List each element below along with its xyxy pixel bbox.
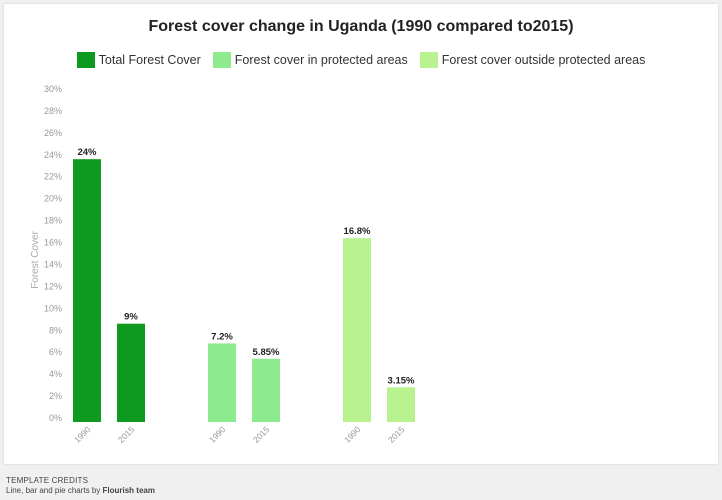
bar-1-2015[interactable] bbox=[117, 323, 145, 422]
y-tick-label: 24% bbox=[44, 150, 62, 160]
chart-title: Forest cover change in Uganda (1990 comp… bbox=[148, 18, 574, 35]
data-label: 3.15% bbox=[388, 375, 415, 386]
y-tick-label: 12% bbox=[44, 281, 62, 291]
bar-3-2015[interactable] bbox=[387, 387, 415, 422]
y-tick-label: 28% bbox=[44, 106, 62, 116]
bar-1-1990[interactable] bbox=[73, 159, 101, 423]
template-credits: TEMPLATE CREDITS Line, bar and pie chart… bbox=[6, 476, 155, 496]
y-tick-label: 18% bbox=[44, 216, 62, 226]
y-tick-label: 4% bbox=[49, 369, 62, 379]
x-tick-label: 2015 bbox=[251, 424, 272, 445]
legend-swatch bbox=[212, 52, 231, 68]
credits-line: Line, bar and pie charts by Flourish tea… bbox=[6, 486, 155, 496]
y-tick-label: 0% bbox=[49, 413, 62, 423]
credits-prefix: Line, bar and pie charts by bbox=[6, 486, 101, 495]
bar-2-1990[interactable] bbox=[208, 343, 236, 422]
bar-3-1990[interactable] bbox=[343, 238, 371, 422]
bar-2-2015[interactable] bbox=[252, 358, 280, 422]
y-tick-label: 16% bbox=[44, 238, 62, 248]
x-tick-label: 2015 bbox=[386, 424, 407, 445]
y-tick-label: 30% bbox=[44, 84, 62, 94]
credits-heading: TEMPLATE CREDITS bbox=[6, 476, 89, 485]
y-tick-label: 14% bbox=[44, 259, 62, 269]
y-tick-label: 8% bbox=[49, 325, 62, 335]
data-label: 7.2% bbox=[211, 331, 233, 342]
legend-item-3[interactable]: Forest cover outside protected areas bbox=[419, 52, 646, 68]
legend-label: Forest cover in protected areas bbox=[234, 53, 408, 67]
legend-label: Total Forest Cover bbox=[98, 53, 201, 67]
credits-author-link[interactable]: Flourish team bbox=[102, 486, 155, 495]
legend-label: Forest cover outside protected areas bbox=[441, 53, 646, 67]
y-tick-label: 6% bbox=[49, 347, 62, 357]
data-label: 5.85% bbox=[253, 347, 280, 358]
x-tick-label: 2015 bbox=[116, 424, 137, 445]
bar-chart: 0% 2% 4% 6% 8% 10% 12% 14% 16% 18% 20% 22% 24% 26% 28%… bbox=[30, 84, 415, 445]
y-tick-label: 26% bbox=[44, 128, 62, 138]
y-axis-label: Forest Cover bbox=[30, 230, 41, 288]
data-label: 16.8% bbox=[344, 226, 371, 237]
legend-swatch bbox=[76, 52, 95, 68]
legend-swatch bbox=[419, 52, 438, 68]
x-tick-label: 1990 bbox=[342, 424, 363, 445]
data-label: 24% bbox=[77, 147, 97, 158]
legend-item-2[interactable]: Forest cover in protected areas bbox=[212, 52, 408, 68]
legend-item-1[interactable]: Total Forest Cover bbox=[76, 52, 201, 68]
y-tick-label: 10% bbox=[44, 303, 62, 313]
x-tick-label: 1990 bbox=[207, 424, 228, 445]
legend: Total Forest Cover Forest cover in protec… bbox=[0, 52, 722, 68]
y-tick-label: 2% bbox=[49, 391, 62, 401]
data-label: 9% bbox=[124, 312, 138, 323]
y-tick-label: 20% bbox=[44, 194, 62, 204]
y-tick-label: 22% bbox=[44, 172, 62, 182]
x-tick-label: 1990 bbox=[72, 424, 93, 445]
